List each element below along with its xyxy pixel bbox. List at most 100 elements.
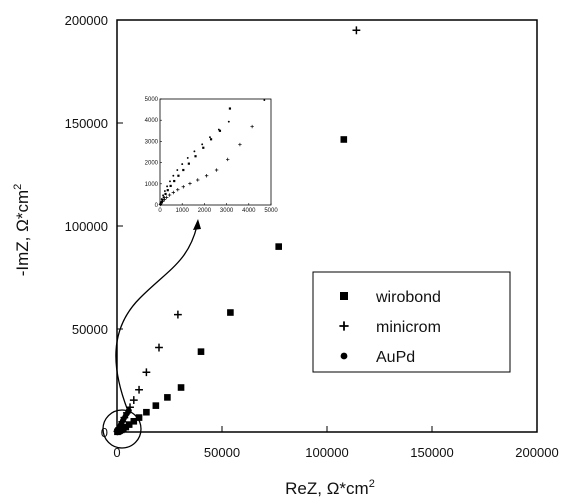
wirobond-point: [197, 348, 205, 355]
x-tick-label: 0: [113, 445, 120, 460]
inset-aupd-point: [160, 198, 163, 200]
inset-aupd-point: [176, 169, 179, 171]
inset-aupd-point: [172, 174, 175, 177]
wirobond-point: [227, 309, 234, 316]
inset-minicrom-point: [176, 188, 180, 192]
inset-wirobond-point: [228, 107, 232, 110]
x-tick-label: 50000: [204, 445, 240, 460]
inset-aupd-point: [169, 180, 171, 183]
inset-y-tick-label: 3000: [145, 139, 159, 145]
wirobond-point: [143, 408, 150, 416]
inset-minicrom-point: [164, 195, 169, 200]
main-plot-points: [113, 26, 361, 436]
inset-x-tick-label: 2000: [198, 208, 212, 214]
inset-aupd-point: [217, 128, 220, 131]
y-axis-label: -ImZ, Ω*cm2: [12, 184, 32, 277]
inset-aupd-point: [159, 201, 162, 204]
inset-minicrom-point: [250, 124, 254, 129]
inset-minicrom-point: [238, 142, 242, 147]
inset-x-tick-label: 1000: [176, 208, 190, 214]
legend-marker-aupd: [340, 352, 348, 360]
zoom-arrowhead: [193, 219, 201, 230]
inset-x-tick-label: 4000: [242, 208, 256, 214]
inset-aupd-point: [227, 120, 230, 123]
x-tick-label: 150000: [410, 445, 453, 460]
wirobond-point: [122, 423, 130, 431]
inset-aupd-point: [163, 190, 166, 192]
inset-minicrom-point: [167, 193, 172, 197]
inset-wirobond-point: [169, 184, 172, 188]
inset-y-tick-label: 2000: [145, 161, 159, 167]
inset-y-tick-label: 0: [155, 203, 159, 209]
x-axis: 0 50000 100000 150000 200000: [113, 426, 559, 460]
legend-label-aupd: AuPd: [376, 349, 415, 366]
inset-minicrom-point: [171, 190, 176, 195]
inset-aupd-point: [166, 185, 169, 188]
inset-minicrom-point: [162, 197, 167, 202]
inset-minicrom-point: [214, 168, 219, 172]
inset-minicrom-point: [196, 178, 200, 182]
inset-wirobond-point: [173, 179, 176, 183]
legend-label-minicrom: minicrom: [376, 319, 441, 336]
inset-y-tick-label: 5000: [145, 97, 159, 103]
inset-aupd-point: [263, 99, 266, 101]
y-tick-label: 50000: [72, 322, 108, 337]
minicrom-point: [129, 396, 138, 404]
inset-aupd-point: [209, 136, 211, 139]
y-axis: 0 50000 100000 150000 200000: [65, 13, 123, 440]
minicrom-point: [142, 368, 151, 377]
inset-wirobond-point: [182, 168, 185, 172]
wirobond-point: [275, 243, 282, 250]
inset-axes: 0 1000 2000 3000 4000 5000 0 1000 2000 3000 4000 50…: [145, 97, 279, 214]
inset-x-tick-label: 3000: [220, 208, 234, 214]
inset-wirobond-point: [194, 155, 197, 158]
inset-wirobond-point: [218, 129, 222, 132]
wirobond-point: [130, 417, 138, 425]
inset-y-tick-label: 4000: [145, 118, 159, 124]
x-tick-label: 100000: [305, 445, 348, 460]
wirobond-point: [135, 414, 143, 421]
x-axis-label: ReZ, Ω*cm2: [285, 478, 375, 498]
zoom-circle: [102, 409, 142, 449]
inset-x-tick-label: 5000: [264, 208, 278, 214]
inset-wirobond-point: [164, 192, 167, 196]
inset-minicrom-point: [188, 181, 192, 186]
inset-aupd-point: [162, 194, 165, 197]
wirobond-point: [164, 394, 171, 401]
legend-marker-wirobond: [340, 292, 348, 300]
inset-aupd-point: [186, 157, 189, 159]
legend: wirobond minicrom AuPd: [312, 271, 511, 373]
inset-plot: 0 1000 2000 3000 4000 5000 0 1000 2000 3000 4000 50…: [145, 97, 279, 214]
inset-aupd-point: [159, 203, 162, 206]
y-tick-label: 150000: [65, 116, 108, 131]
inset-minicrom-point: [226, 157, 230, 162]
inset-minicrom-point: [204, 174, 209, 178]
inset-y-tick-label: 1000: [145, 182, 159, 188]
inset-wirobond-point: [162, 196, 165, 199]
inset-wirobond-point: [202, 146, 205, 149]
inset-x-tick-label: 0: [158, 208, 162, 214]
y-tick-label: 0: [101, 425, 108, 440]
inset-minicrom-point: [181, 185, 186, 189]
minicrom-point: [135, 385, 143, 394]
minicrom-point: [174, 310, 182, 319]
zoom-arrow: [115, 225, 198, 412]
minicrom-point: [352, 26, 361, 35]
inset-wirobond-point: [166, 189, 169, 192]
inset-aupd-point: [193, 150, 196, 153]
inset-wirobond-point: [177, 174, 180, 177]
wirobond-point: [177, 384, 185, 391]
x-tick-label: 200000: [515, 445, 558, 460]
wirobond-point: [125, 421, 133, 428]
wirobond-point: [152, 402, 160, 409]
inset-points: [158, 99, 266, 207]
y-tick-label: 200000: [65, 13, 108, 28]
legend-label-wirobond: wirobond: [375, 289, 441, 306]
wirobond-point: [340, 136, 348, 143]
legend-marker-minicrom: [339, 321, 349, 331]
inset-minicrom-point: [160, 199, 165, 204]
inset-aupd-point: [201, 143, 204, 146]
minicrom-point: [155, 343, 163, 352]
inset-wirobond-point: [187, 162, 190, 165]
